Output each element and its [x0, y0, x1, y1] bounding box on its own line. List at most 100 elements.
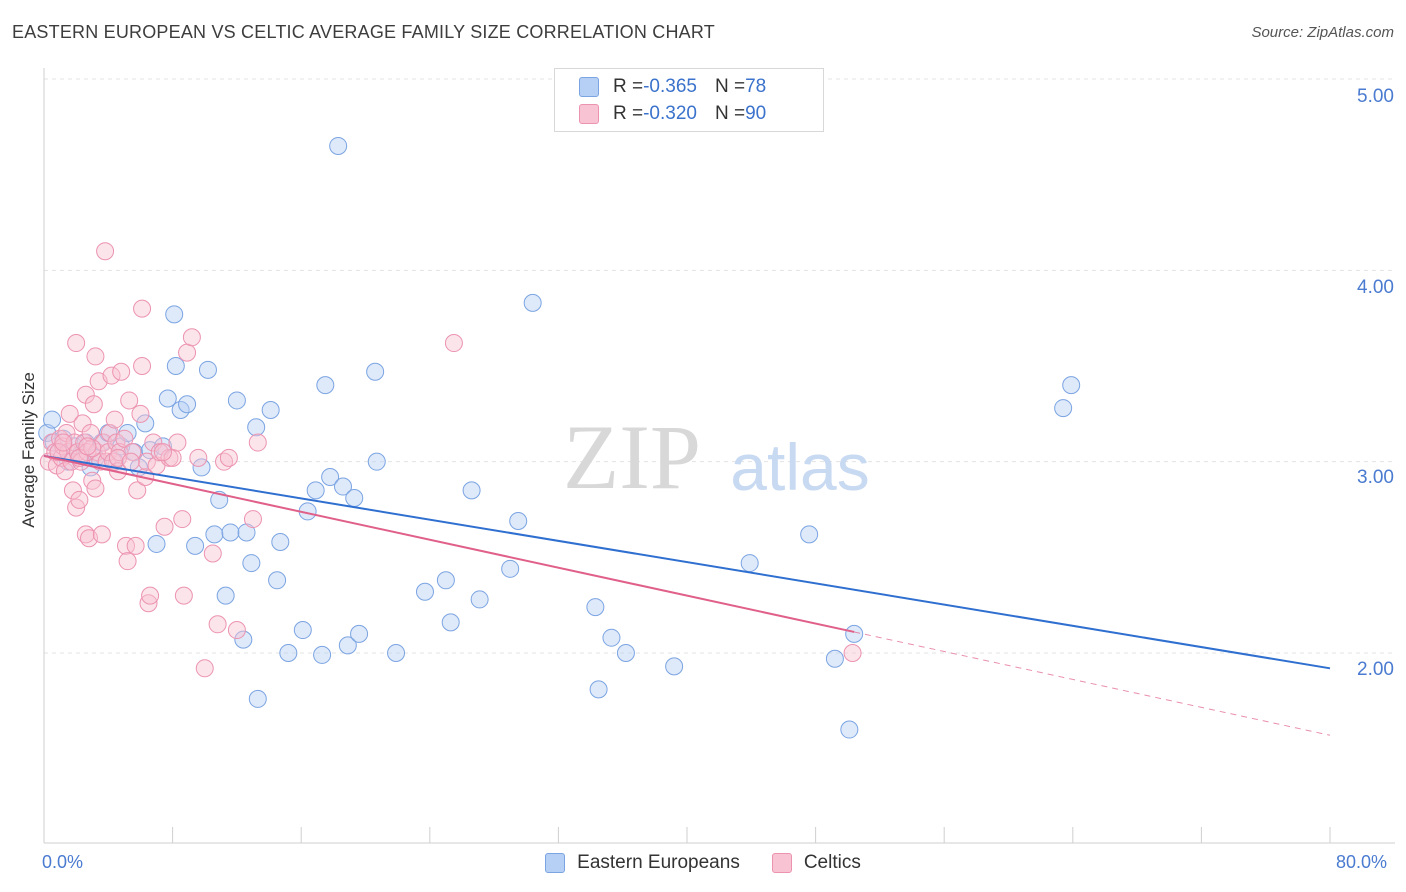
chart-title: EASTERN EUROPEAN VS CELTIC AVERAGE FAMIL… [12, 22, 715, 42]
celtic-point [84, 395, 103, 414]
r-label: R = [613, 76, 644, 97]
x-tick-label-max: 80.0% [1336, 852, 1388, 872]
eastern-point [840, 720, 859, 739]
celtic-point [219, 448, 238, 467]
eastern-point [415, 582, 434, 601]
r-label: R = [613, 103, 644, 124]
eastern-point [436, 571, 455, 590]
eastern-point [261, 401, 280, 420]
eastern-point [321, 467, 340, 486]
eastern-point [293, 621, 312, 640]
celtic-point [155, 517, 174, 536]
eastern-point [221, 523, 240, 542]
celtic-point [67, 334, 86, 353]
source-label: Source: ZipAtlas.com [1251, 24, 1394, 41]
legend-item-eastern[interactable]: Eastern Europeans [545, 852, 740, 874]
celtic-point [133, 299, 152, 318]
eastern-point [462, 481, 481, 500]
celtic-point [203, 544, 222, 563]
eastern-point [271, 533, 290, 552]
celtic-point [182, 328, 201, 347]
stats-row-celtic: R = -0.320 N = 90 [579, 101, 766, 127]
eastern-trend-line [43, 454, 1331, 670]
n-value: 90 [745, 103, 767, 124]
eastern-point [227, 391, 246, 410]
celtic-point [843, 644, 862, 662]
eastern-point [268, 571, 287, 590]
celtic-point [86, 479, 105, 498]
y-axis-label: Average Family Size [19, 372, 38, 528]
stats-box: R = -0.365 N = 78 R = -0.320 N = 90 [554, 68, 824, 132]
legend-label-eastern: Eastern Europeans [577, 852, 740, 873]
eastern-point [387, 644, 406, 662]
celtic-point [153, 443, 172, 462]
celtic-point [55, 462, 74, 481]
eastern-point [825, 649, 844, 668]
eastern-point [166, 357, 185, 375]
eastern-point [247, 418, 266, 437]
eastern-point [242, 554, 261, 573]
celtic-trend-extension [854, 631, 1331, 736]
eastern-point [509, 511, 528, 530]
y-tick-label-4: 4.00 [1357, 277, 1394, 298]
celtic-trend-line [43, 454, 855, 633]
celtic-point [116, 536, 135, 555]
y-tick-label-5: 5.00 [1357, 86, 1394, 107]
eastern-point [165, 305, 184, 324]
eastern-point [279, 644, 298, 662]
celtic-point [178, 343, 197, 362]
celtic-point [195, 659, 214, 678]
eastern-point [602, 628, 621, 647]
legend-label-celtic: Celtics [803, 852, 861, 873]
watermark: ZIP atlas [563, 406, 870, 508]
celtic-point [70, 490, 89, 509]
eastern-point [366, 362, 385, 381]
legend-swatch-eastern [545, 853, 566, 873]
eastern-point [234, 630, 253, 649]
x-tick-label-min: 0.0% [42, 852, 84, 872]
celtic-point [78, 437, 97, 456]
celtic-point [189, 448, 208, 467]
celtic-point [81, 423, 100, 442]
eastern-point [338, 636, 357, 655]
eastern-point [441, 613, 460, 632]
celtic-point [173, 510, 192, 529]
r-value: -0.320 [643, 103, 697, 124]
celtic-point [174, 586, 193, 605]
eastern-swatch [579, 77, 599, 97]
eastern-point [306, 481, 325, 500]
celtic-point [86, 347, 105, 366]
eastern-point [316, 376, 335, 395]
eastern-point [665, 657, 684, 676]
celtic-point [115, 429, 134, 448]
watermark-atlas: atlas [730, 430, 869, 504]
eastern-point [333, 477, 352, 496]
eastern-point [43, 410, 62, 429]
celtic-point [248, 433, 267, 452]
eastern-point [501, 559, 520, 578]
celtic-point [96, 242, 115, 261]
celtic-point [144, 433, 163, 452]
n-value: 78 [745, 76, 767, 97]
eastern-point [616, 644, 635, 662]
eastern-point [470, 590, 489, 609]
celtic-point [128, 481, 147, 500]
eastern-point [740, 554, 759, 573]
legend-item-celtic[interactable]: Celtics [771, 852, 861, 874]
y-tick-label-3: 3.00 [1357, 467, 1394, 488]
eastern-point [367, 452, 386, 471]
eastern-point [186, 536, 205, 555]
eastern-point [198, 360, 217, 379]
celtic-point [444, 334, 463, 353]
celtic-point [141, 586, 160, 605]
celtic-point [243, 510, 262, 529]
eastern-point [205, 525, 224, 544]
celtic-point [120, 391, 139, 410]
trend-lines [43, 454, 1331, 736]
y-tick-label-2: 2.00 [1357, 659, 1394, 680]
axes [43, 68, 1395, 844]
eastern-point [248, 689, 267, 708]
eastern-point [313, 645, 332, 664]
celtic-point [131, 404, 150, 423]
celtic-point [54, 433, 73, 452]
